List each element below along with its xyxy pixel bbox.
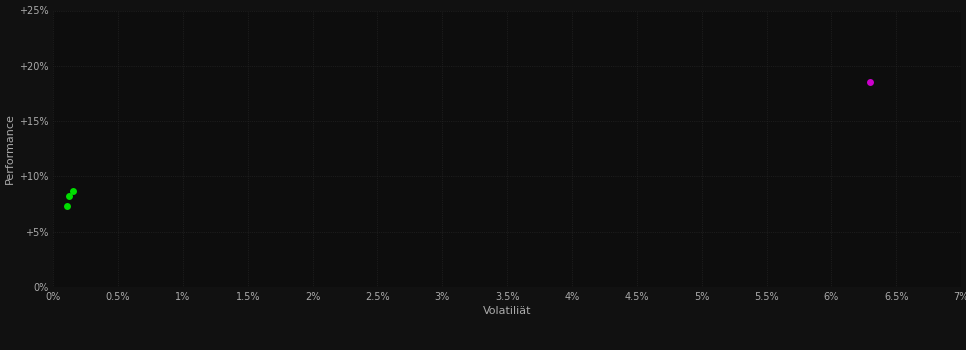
Point [863, 79, 878, 85]
X-axis label: Volatiliät: Volatiliät [483, 306, 531, 316]
Point [62, 194, 77, 199]
Point [59, 203, 74, 209]
Y-axis label: Performance: Performance [5, 113, 14, 184]
Point [66, 188, 81, 194]
